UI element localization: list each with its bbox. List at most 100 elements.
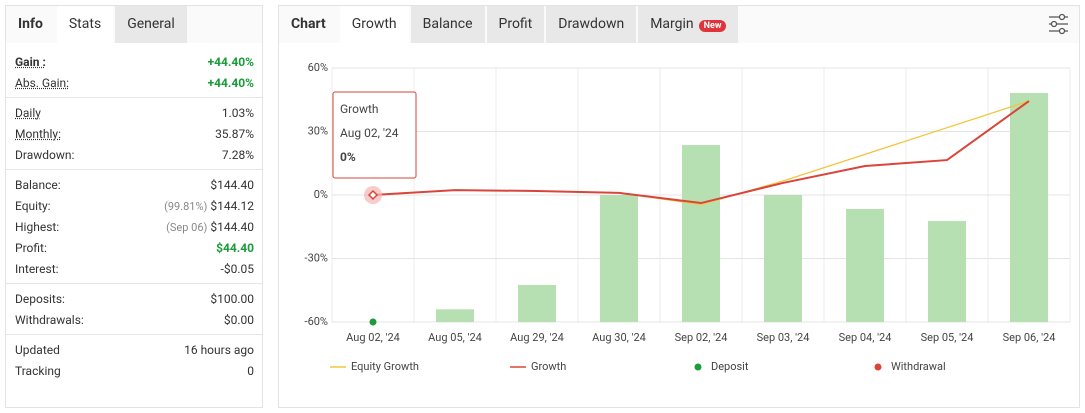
stat-note: (Sep 06) (166, 220, 208, 234)
x-tick-label: Aug 30, '24 (592, 331, 646, 344)
stat-label: Interest: (15, 261, 59, 276)
tab[interactable]: Stats (56, 6, 114, 43)
stat-value-wrap: (Sep 06) $144.40 (166, 220, 254, 234)
legend-swatch (874, 363, 882, 371)
stat-value-wrap: $0.00 (224, 313, 254, 327)
stat-value: -$0.05 (220, 261, 254, 276)
stats-group: Gain : +44.40% Abs. Gain: +44.40% (6, 47, 262, 98)
stat-label: Gain : (15, 54, 46, 69)
tooltip-value: 0% (340, 150, 356, 164)
legend-swatch (694, 363, 702, 371)
stat-value: $100.00 (210, 291, 254, 306)
tab[interactable]: Margin New (638, 6, 739, 43)
stat-value: 16 hours ago (184, 342, 254, 357)
tooltip-title: Growth (340, 102, 379, 116)
stats-row: Updated 16 hours ago (6, 339, 262, 360)
stat-label: Highest: (15, 219, 60, 234)
stat-value: 35.87% (215, 126, 254, 141)
stats-group: Daily 1.03% Monthly: 35.87% Drawdown: 7.28% (6, 98, 262, 170)
stat-value-wrap: 16 hours ago (184, 343, 254, 357)
bar (1010, 92, 1048, 322)
stats-row: Interest: -$0.05 (6, 258, 262, 279)
y-tick-label: -60% (305, 315, 328, 328)
x-tick-label: Aug 29, '24 (510, 331, 564, 344)
stats-row: Balance: $144.40 (6, 174, 262, 195)
stats-row: Tracking 0 (6, 360, 262, 381)
stats-group: Updated 16 hours ago Tracking 0 (6, 335, 262, 385)
stat-value: 0 (247, 363, 254, 378)
line-series (372, 100, 1030, 205)
x-tick-label: Sep 03, '24 (757, 331, 810, 344)
stat-value: 7.28% (221, 147, 254, 162)
stat-label: Drawdown: (15, 147, 75, 162)
stat-value-wrap: (99.81%) $144.12 (164, 199, 254, 213)
tab[interactable]: Info (6, 6, 55, 43)
tab[interactable]: General (115, 6, 187, 43)
stat-value-wrap: -$0.05 (221, 262, 254, 276)
stat-label: Withdrawals: (15, 312, 84, 327)
stats-group: Balance: $144.40 Equity: (99.81%) $144.12 Hig… (6, 170, 262, 284)
stat-label: Abs. Gain: (15, 75, 70, 90)
stat-value: 1.03% (221, 105, 254, 120)
y-tick-label: 30% (308, 124, 328, 137)
marker (369, 318, 377, 326)
tab-text: Drawdown (558, 16, 625, 32)
bar (764, 195, 802, 322)
stat-label: Updated (15, 342, 60, 357)
tab[interactable]: Growth (339, 6, 409, 43)
tab[interactable]: Balance (410, 6, 485, 43)
tab-text: Margin (650, 16, 694, 32)
chart-panel: Chart Growth Balance Profit Drawdown Margin Ne… (278, 5, 1080, 408)
stat-value-wrap: +44.40% (208, 55, 254, 69)
stat-label: Monthly: (15, 126, 61, 141)
tab-bar: Chart Growth Balance Profit Drawdown Margin Ne… (279, 6, 1079, 43)
stats-row: Abs. Gain: +44.40% (6, 72, 262, 93)
stat-value-wrap: +44.40% (208, 76, 254, 90)
stats-row: Profit: $44.40 (6, 237, 262, 258)
y-tick-label: -30% (305, 251, 328, 264)
x-tick-label: Sep 04, '24 (839, 331, 892, 344)
bar (600, 195, 638, 322)
tab-bar: Info Stats General (6, 6, 262, 43)
y-tick-label: 0% (314, 188, 328, 201)
stat-value-wrap: 7.28% (222, 148, 254, 162)
stat-value-wrap: 35.87% (215, 127, 254, 141)
stat-value: +44.40% (207, 75, 254, 90)
bar (518, 284, 556, 322)
tab[interactable]: Drawdown (546, 6, 637, 43)
stat-value-wrap: 1.03% (222, 106, 254, 120)
stats-group: Deposits: $100.00 Withdrawals: $0.00 (6, 284, 262, 335)
bar (682, 145, 720, 322)
bar (928, 221, 966, 322)
stats-list: Gain : +44.40% Abs. Gain: +44.40% Daily 1.03%… (6, 43, 262, 385)
stat-value: $144.40 (210, 219, 254, 234)
stat-value-wrap: $44.40 (216, 241, 254, 255)
tab-text: Profit (498, 16, 533, 32)
tab[interactable]: Profit (486, 6, 545, 43)
stat-value-wrap: $100.00 (210, 292, 254, 306)
stat-label: Balance: (15, 177, 61, 192)
stat-label: Equity: (15, 198, 51, 213)
bar (436, 309, 474, 322)
stat-value: $44.40 (216, 240, 254, 255)
stats-row: Daily 1.03% (6, 102, 262, 123)
stat-label: Tracking (15, 363, 61, 378)
settings-icon[interactable] (1049, 13, 1068, 35)
stats-row: Deposits: $100.00 (6, 288, 262, 309)
stat-value: $144.40 (210, 177, 254, 192)
stats-panel: Info Stats General Gain : +44.40% Abs. Gain:… (5, 5, 263, 408)
tab-text: Balance (422, 16, 473, 32)
x-tick-label: Aug 05, '24 (428, 331, 482, 344)
stat-label: Daily (15, 105, 41, 120)
legend-label: Withdrawal (891, 360, 946, 373)
stat-note: (99.81%) (164, 199, 208, 213)
stat-value: $0.00 (223, 312, 254, 327)
stat-value-wrap: $144.40 (210, 178, 254, 192)
hover-marker (367, 189, 379, 201)
stat-label: Profit: (15, 240, 47, 255)
stats-row: Drawdown: 7.28% (6, 144, 262, 165)
legend-label: Deposit (711, 360, 749, 373)
tab-label: Chart (279, 6, 338, 43)
x-tick-label: Aug 02, '24 (346, 331, 400, 344)
